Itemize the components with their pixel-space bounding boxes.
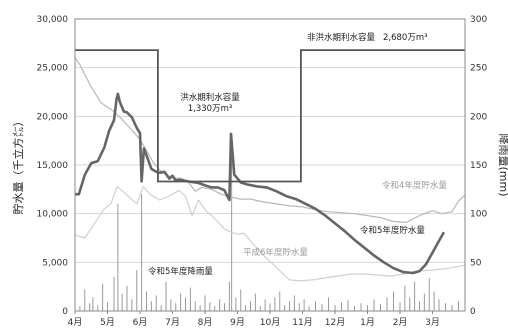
series-line <box>74 57 466 223</box>
left-axis-ticks: 0 5,000 10,000 15,000 20,000 25,000 30,000 <box>37 15 69 317</box>
x-tick-label: 10月 <box>260 317 280 328</box>
x-tick-label: 7月 <box>165 317 180 328</box>
x-tick-label: 12月 <box>325 317 345 328</box>
anno-r4-label: 令和4年度貯水量 <box>382 180 447 191</box>
left-tick-label: 20,000 <box>37 112 69 122</box>
anno-flood-label: 洪水期利水容量 <box>180 92 240 103</box>
anno-rain-label: 令和5年度降雨量 <box>148 266 213 277</box>
right-tick-label: 100 <box>470 210 487 220</box>
x-axis-ticks: 4月 5月 6月 7月 8月 9月 10月 11月 12月 1月 2月 3月 <box>68 311 440 328</box>
anno-flood-value: 1,330万m³ <box>188 104 233 114</box>
right-tick-label: 300 <box>470 15 487 25</box>
x-tick-label: 8月 <box>198 317 213 328</box>
anno-non-flood-value: 2,680万m³ <box>383 33 428 43</box>
x-tick-label: 9月 <box>230 317 245 328</box>
x-tick-label: 1月 <box>360 317 375 328</box>
x-tick-label: 11月 <box>292 317 312 328</box>
left-tick-label: 5,000 <box>42 258 68 268</box>
left-tick-label: 25,000 <box>37 64 69 74</box>
right-tick-label: 50 <box>470 258 482 268</box>
right-tick-label: 150 <box>470 161 487 171</box>
series-line <box>74 185 466 282</box>
right-axis-ticks: 0 50 100 150 200 250 300 <box>470 15 487 317</box>
right-tick-label: 200 <box>470 112 487 122</box>
right-tick-label: 250 <box>470 64 487 74</box>
left-tick-label: 0 <box>62 307 68 317</box>
anno-h6-label: 平成6年度貯水量 <box>243 247 308 258</box>
capacity-line <box>75 49 465 183</box>
plot-frame <box>74 18 466 312</box>
left-axis-title: 貯水量（千立方㍍） <box>11 116 25 215</box>
right-axis-title: 降雨量(mm) <box>497 133 508 196</box>
series-lines <box>74 49 466 282</box>
series-line <box>75 92 446 275</box>
left-tick-label: 15,000 <box>37 161 69 171</box>
right-tick-label: 0 <box>470 307 476 317</box>
left-tick-label: 30,000 <box>37 15 69 25</box>
x-tick-label: 2月 <box>393 317 408 328</box>
left-tick-label: 10,000 <box>37 210 69 220</box>
anno-r5-label: 令和5年度貯水量 <box>360 225 425 236</box>
rainfall-bars <box>79 135 459 311</box>
x-tick-label: 3月 <box>425 317 440 328</box>
x-tick-label: 5月 <box>100 317 115 328</box>
x-tick-label: 4月 <box>68 317 83 328</box>
anno-non-flood-label: 非洪水期利水容量 <box>307 32 376 43</box>
x-tick-label: 6月 <box>133 317 148 328</box>
